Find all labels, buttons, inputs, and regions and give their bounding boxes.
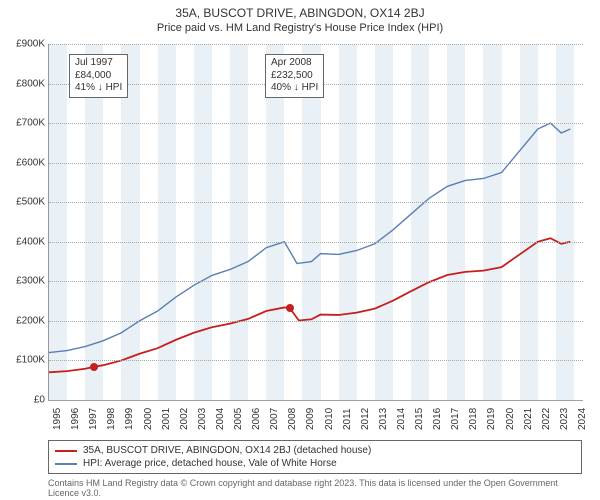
y-axis-label: £100K: [3, 355, 45, 366]
x-axis-label: 2013: [378, 408, 389, 430]
x-axis-label: 2023: [559, 408, 570, 430]
chart-title: 35A, BUSCOT DRIVE, ABINGDON, OX14 2BJ: [0, 0, 600, 20]
x-axis-label: 2000: [143, 408, 154, 430]
x-axis-label: 2014: [396, 408, 407, 430]
x-axis-label: 2010: [324, 408, 335, 430]
y-axis-label: £500K: [3, 197, 45, 208]
x-axis-label: 2006: [251, 408, 262, 430]
x-axis-label: 2018: [468, 408, 479, 430]
legend-row: HPI: Average price, detached house, Vale…: [55, 457, 575, 470]
data-point-marker: [286, 304, 294, 312]
callout-line: 41% ↓ HPI: [75, 82, 122, 95]
x-axis-label: 2016: [432, 408, 443, 430]
callout-line: £232,500: [271, 70, 318, 83]
gridline: [49, 400, 583, 401]
gridline: [49, 321, 583, 322]
gridline: [49, 163, 583, 164]
y-axis-label: £600K: [3, 157, 45, 168]
x-axis-label: 2008: [287, 408, 298, 430]
legend-swatch-hpi: [55, 463, 77, 465]
x-axis-label: 1995: [52, 408, 63, 430]
gridline: [49, 281, 583, 282]
x-axis-label: 2011: [342, 408, 353, 430]
legend-label-hpi: HPI: Average price, detached house, Vale…: [83, 458, 337, 469]
x-axis-label: 2007: [269, 408, 280, 430]
data-point-marker: [90, 363, 98, 371]
x-axis-label: 2012: [360, 408, 371, 430]
x-axis-label: 2017: [450, 408, 461, 430]
credit-text: Contains HM Land Registry data © Crown c…: [48, 478, 582, 499]
y-axis-label: £200K: [3, 315, 45, 326]
hpi-line: [49, 123, 570, 352]
x-axis-label: 2002: [179, 408, 190, 430]
x-axis-label: 1996: [70, 408, 81, 430]
y-axis-label: £300K: [3, 276, 45, 287]
x-axis-label: 2001: [161, 408, 172, 430]
y-axis-label: £900K: [3, 39, 45, 50]
y-axis-label: £0: [3, 395, 45, 406]
x-axis-label: 2003: [197, 408, 208, 430]
x-axis-label: 2022: [541, 408, 552, 430]
gridline: [49, 123, 583, 124]
x-axis-label: 2024: [577, 408, 588, 430]
callout-line: 40% ↓ HPI: [271, 82, 318, 95]
x-axis-label: 1997: [88, 408, 99, 430]
gridline: [49, 360, 583, 361]
y-axis-label: £400K: [3, 236, 45, 247]
callout-line: Jul 1997: [75, 57, 122, 70]
y-axis-label: £700K: [3, 118, 45, 129]
x-axis-label: 1998: [106, 408, 117, 430]
legend-swatch-property: [55, 450, 77, 452]
x-axis-label: 1999: [124, 408, 135, 430]
gridline: [49, 202, 583, 203]
legend-row: 35A, BUSCOT DRIVE, ABINGDON, OX14 2BJ (d…: [55, 444, 575, 457]
y-axis-label: £800K: [3, 78, 45, 89]
callout-box: Apr 2008£232,50040% ↓ HPI: [265, 54, 324, 98]
legend-box: 35A, BUSCOT DRIVE, ABINGDON, OX14 2BJ (d…: [48, 440, 582, 474]
x-axis-label: 2005: [233, 408, 244, 430]
chart-area: £0£100K£200K£300K£400K£500K£600K£700K£80…: [48, 44, 583, 401]
x-axis-label: 2015: [414, 408, 425, 430]
x-axis-label: 2009: [305, 408, 316, 430]
chart-subtitle: Price paid vs. HM Land Registry's House …: [0, 20, 600, 38]
x-axis-label: 2004: [215, 408, 226, 430]
gridline: [49, 242, 583, 243]
x-axis-label: 2021: [523, 408, 534, 430]
callout-line: Apr 2008: [271, 57, 318, 70]
x-axis-label: 2019: [486, 408, 497, 430]
property-line: [49, 238, 570, 372]
gridline: [49, 44, 583, 45]
callout-line: £84,000: [75, 70, 122, 83]
legend-label-property: 35A, BUSCOT DRIVE, ABINGDON, OX14 2BJ (d…: [83, 445, 371, 456]
callout-box: Jul 1997£84,00041% ↓ HPI: [69, 54, 128, 98]
x-axis-label: 2020: [505, 408, 516, 430]
